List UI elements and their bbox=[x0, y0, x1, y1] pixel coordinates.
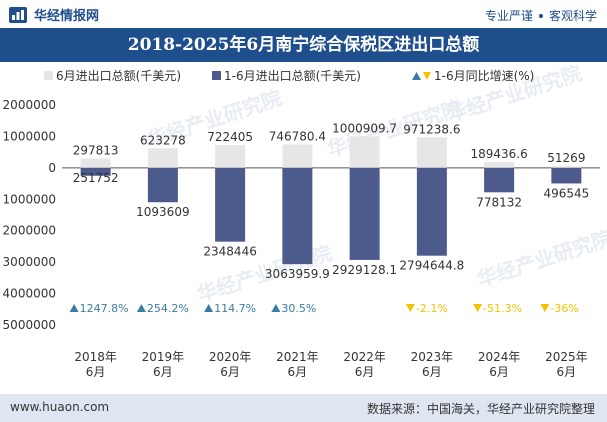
bar-monthly bbox=[416, 137, 447, 168]
x-axis: 2018年6月2019年6月2020年6月2021年6月2022年6月2023年… bbox=[74, 350, 587, 379]
y-tick-label: 2000000 bbox=[3, 224, 56, 238]
bars: 297813 251752 623278 1093609 722405 2348446 74… bbox=[73, 121, 590, 281]
x-tick-label: 6月 bbox=[355, 365, 375, 379]
slogan-dot-icon bbox=[538, 13, 543, 18]
bar-cumulative-label: 3063959.9 bbox=[265, 267, 330, 281]
x-tick-label: 2019年 bbox=[142, 350, 185, 364]
bar-cumulative bbox=[147, 167, 178, 203]
bar-monthly bbox=[349, 136, 380, 168]
chart-title: 2018-2025年6月南宁综合保税区进出口总额 bbox=[0, 28, 607, 62]
growth-label: 1247.8% bbox=[80, 302, 129, 315]
x-tick-label: 6月 bbox=[86, 365, 106, 379]
bar-cumulative-label: 2794644.8 bbox=[399, 259, 464, 273]
growth-label: -36% bbox=[550, 302, 578, 315]
bar-cumulative bbox=[80, 167, 111, 176]
legend-swatch-growth-down bbox=[423, 72, 431, 80]
x-tick-label: 2023年 bbox=[411, 350, 454, 364]
slogan-right: 客观科学 bbox=[548, 9, 597, 23]
x-tick-label: 6月 bbox=[288, 365, 308, 379]
growth-down-marker bbox=[473, 304, 483, 312]
growth-label: -51.3% bbox=[483, 302, 522, 315]
x-tick-label: 2024年 bbox=[478, 350, 521, 364]
y-tick-label: 2000000 bbox=[3, 98, 56, 112]
bar-monthly-label: 623278 bbox=[140, 133, 186, 147]
legend-swatch-growth-up bbox=[412, 72, 421, 80]
legend-label-cumulative: 1-6月进出口总额(千美元) bbox=[224, 69, 361, 83]
brand-logo: 华经情报网 bbox=[8, 5, 99, 24]
bar-cumulative-label: 251752 bbox=[73, 171, 119, 185]
bar-monthly-label: 189436.6 bbox=[470, 147, 527, 161]
watermark-text: 华经产业研究院 bbox=[474, 226, 607, 292]
legend-label-monthly: 6月进出口总额(千美元) bbox=[56, 69, 181, 83]
growth-down-marker bbox=[540, 304, 550, 312]
growth-label: -2.1% bbox=[416, 302, 448, 315]
growth-up-marker bbox=[271, 304, 281, 312]
bar-monthly bbox=[147, 148, 178, 168]
growth-label: 30.5% bbox=[281, 302, 316, 315]
brand-name: 华经情报网 bbox=[34, 9, 100, 24]
data-source: 数据来源：中国海关，华经产业研究院整理 bbox=[366, 402, 595, 416]
x-tick-label: 6月 bbox=[489, 365, 509, 379]
legend-swatch-cumulative bbox=[212, 71, 221, 80]
bar-monthly-label: 51269 bbox=[547, 151, 585, 165]
bar-monthly-label: 1000909.7 bbox=[332, 121, 397, 135]
y-tick-label: 4000000 bbox=[3, 287, 56, 301]
bar-cumulative bbox=[551, 167, 582, 184]
y-tick-label: 1000000 bbox=[3, 192, 56, 206]
bar-monthly bbox=[551, 166, 582, 168]
y-tick-label: 1000000 bbox=[3, 129, 56, 143]
growth-up-marker bbox=[204, 304, 214, 312]
x-tick-label: 6月 bbox=[422, 365, 442, 379]
y-tick-label: 0 bbox=[48, 161, 56, 175]
x-tick-label: 6月 bbox=[220, 365, 240, 379]
bar-cumulative bbox=[416, 167, 447, 256]
bar-cumulative bbox=[282, 167, 313, 265]
bar-monthly-label: 971238.6 bbox=[403, 122, 460, 136]
bar-monthly-label: 722405 bbox=[207, 130, 253, 144]
growth-markers: 1247.8% 254.2% 114.7% 30.5% -2.1% -51.3% -36% bbox=[69, 302, 579, 315]
footer: www.huaon.com 数据来源：中国海关，华经产业研究院整理 bbox=[0, 394, 607, 422]
y-tick-label: 3000000 bbox=[3, 255, 56, 269]
y-tick-label: 5000000 bbox=[3, 318, 56, 332]
growth-label: 254.2% bbox=[147, 302, 189, 315]
bar-monthly bbox=[484, 161, 515, 168]
bar-cumulative-label: 1093609 bbox=[136, 205, 189, 219]
bar-monthly bbox=[282, 144, 313, 168]
bar-cumulative bbox=[349, 167, 380, 260]
x-tick-label: 2025年 bbox=[545, 350, 588, 364]
legend-swatch-monthly bbox=[44, 71, 53, 80]
website-link[interactable]: www.huaon.com bbox=[10, 400, 110, 414]
brand-logo-icon bbox=[9, 6, 27, 23]
legend-label-growth: 1-6月同比增速(%) bbox=[434, 69, 534, 83]
x-tick-label: 6月 bbox=[557, 365, 577, 379]
bar-cumulative-label: 2929128.1 bbox=[332, 263, 397, 277]
bar-monthly-label: 746780.4 bbox=[269, 129, 326, 143]
slogan: 专业严谨 客观科学 bbox=[485, 7, 597, 24]
x-tick-label: 2020年 bbox=[209, 350, 252, 364]
growth-up-marker bbox=[136, 304, 146, 312]
legend: 6月进出口总额(千美元) 1-6月进出口总额(千美元) 1-6月同比增速(%) bbox=[44, 69, 534, 83]
bar-monthly-label: 297813 bbox=[73, 143, 119, 157]
bar-cumulative bbox=[484, 167, 515, 193]
bar-monthly bbox=[215, 145, 246, 168]
bar-cumulative bbox=[215, 167, 246, 242]
bar-monthly bbox=[80, 158, 111, 168]
x-tick-label: 2022年 bbox=[343, 350, 386, 364]
slogan-left: 专业严谨 bbox=[484, 9, 533, 23]
growth-down-marker bbox=[405, 304, 415, 312]
growth-up-marker bbox=[69, 304, 79, 312]
x-tick-label: 2018年 bbox=[74, 350, 117, 364]
x-tick-label: 2021年 bbox=[276, 350, 319, 364]
bar-cumulative-label: 778132 bbox=[476, 195, 522, 209]
x-tick-label: 6月 bbox=[153, 365, 173, 379]
header-bar: 华经情报网 专业严谨 客观科学 bbox=[0, 0, 607, 28]
bar-cumulative-label: 496545 bbox=[543, 186, 589, 200]
growth-label: 114.7% bbox=[214, 302, 256, 315]
bar-cumulative-label: 2348446 bbox=[203, 245, 256, 259]
